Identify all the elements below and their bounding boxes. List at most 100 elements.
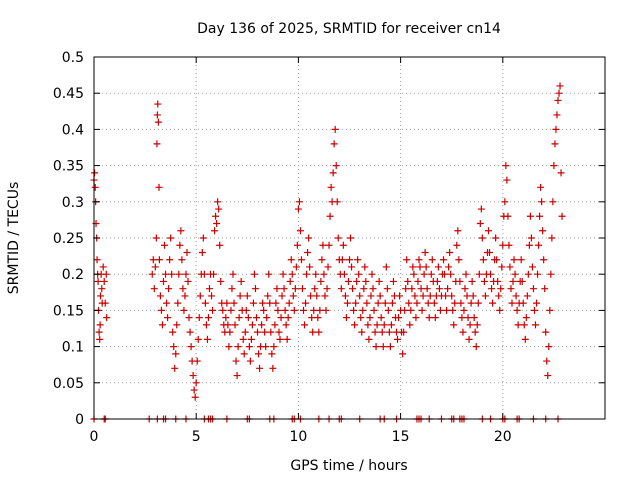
data-point	[275, 328, 283, 336]
data-point	[534, 270, 542, 278]
data-point	[426, 292, 434, 300]
data-point	[326, 212, 334, 220]
data-point	[430, 299, 438, 307]
data-point	[241, 328, 249, 336]
data-point	[375, 277, 383, 285]
data-point	[245, 343, 253, 351]
data-point	[323, 285, 331, 293]
data-point	[431, 314, 439, 322]
data-point	[204, 314, 212, 322]
data-point	[214, 198, 222, 206]
data-point	[153, 111, 161, 119]
data-point	[258, 321, 266, 329]
data-point	[470, 314, 478, 322]
data-point	[407, 306, 415, 314]
data-point	[459, 328, 467, 336]
data-point	[399, 350, 407, 358]
data-point	[172, 350, 180, 358]
data-point	[192, 379, 200, 387]
data-point	[334, 234, 342, 242]
data-point	[331, 125, 339, 133]
data-point	[494, 277, 502, 285]
data-point	[227, 306, 235, 314]
data-point	[548, 234, 556, 242]
data-points	[90, 82, 566, 423]
data-point	[181, 292, 189, 300]
data-point	[330, 140, 338, 148]
data-point	[199, 234, 207, 242]
data-point	[495, 292, 503, 300]
data-point	[273, 285, 281, 293]
data-point	[549, 198, 557, 206]
data-point	[290, 306, 298, 314]
x-tick-label: 5	[192, 429, 201, 445]
data-point	[367, 292, 375, 300]
data-point	[472, 343, 480, 351]
data-point	[517, 256, 525, 264]
data-point	[234, 343, 242, 351]
data-point	[317, 277, 325, 285]
data-point	[233, 372, 241, 380]
data-point	[372, 343, 380, 351]
data-point	[267, 328, 275, 336]
data-point	[346, 256, 353, 264]
data-point	[445, 263, 453, 271]
data-point	[379, 343, 387, 351]
data-point	[222, 314, 230, 322]
data-point	[297, 256, 305, 264]
data-point	[395, 314, 403, 322]
data-point	[327, 183, 335, 191]
data-point	[295, 198, 303, 206]
data-point	[507, 285, 515, 293]
data-point	[539, 227, 547, 235]
data-point	[176, 241, 184, 249]
data-point	[442, 292, 450, 300]
data-point	[209, 306, 217, 314]
data-point	[248, 321, 256, 329]
data-point	[428, 256, 436, 264]
data-point	[361, 263, 369, 271]
data-point	[288, 270, 296, 278]
data-point	[409, 263, 417, 271]
data-point	[441, 270, 449, 278]
data-point	[380, 321, 388, 329]
data-point	[546, 306, 554, 314]
data-point	[503, 176, 511, 184]
data-point	[175, 270, 183, 278]
data-point	[255, 350, 263, 358]
data-point	[422, 263, 430, 271]
data-point	[369, 285, 377, 293]
data-point	[96, 335, 104, 343]
data-point	[229, 270, 237, 278]
data-point	[259, 299, 267, 307]
data-point	[196, 292, 204, 300]
data-point	[318, 256, 326, 264]
data-point	[277, 314, 285, 322]
data-point	[349, 285, 357, 293]
data-point	[378, 328, 386, 336]
y-tick-label: 0.15	[53, 303, 84, 319]
data-point	[279, 270, 287, 278]
data-point	[201, 299, 209, 307]
data-point	[210, 270, 218, 278]
data-point	[240, 350, 248, 358]
data-point	[477, 205, 485, 213]
data-point	[171, 364, 179, 372]
data-point	[178, 256, 186, 264]
data-point	[270, 343, 278, 351]
data-point	[405, 299, 413, 307]
data-point	[103, 314, 111, 322]
data-point	[307, 292, 315, 300]
data-point	[525, 241, 533, 249]
data-point	[194, 335, 202, 343]
data-point	[466, 321, 474, 329]
data-point	[168, 270, 176, 278]
data-point	[366, 314, 374, 322]
data-point	[416, 263, 424, 271]
data-point	[182, 270, 190, 278]
data-point	[509, 277, 517, 285]
data-point	[179, 285, 187, 293]
data-point	[164, 314, 172, 322]
data-point	[433, 277, 441, 285]
data-point	[450, 321, 458, 329]
